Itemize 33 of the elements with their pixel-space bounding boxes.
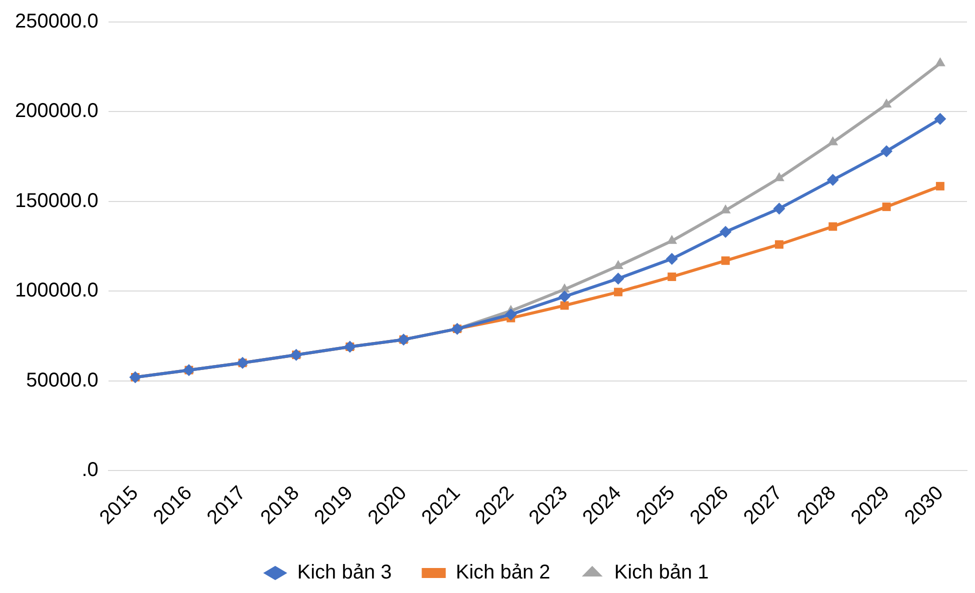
point: [558, 290, 571, 303]
point: [614, 288, 622, 296]
point: [721, 256, 730, 265]
point: [666, 252, 678, 265]
point: [774, 172, 784, 182]
point: [828, 222, 838, 231]
y-tick-label: 200000.0: [14, 100, 98, 122]
point: [666, 234, 678, 244]
point: [668, 272, 676, 282]
point: [828, 136, 838, 146]
point: [936, 182, 944, 190]
y-tick-label: 150000.0: [14, 190, 98, 212]
point: [934, 112, 946, 125]
legend-label: Kich bản 3: [297, 562, 392, 584]
point: [880, 145, 893, 158]
point: [826, 174, 839, 186]
legend-label: Kich bản 2: [456, 562, 550, 584]
y-tick-label: 100000.0: [14, 280, 98, 302]
point: [504, 308, 517, 320]
legend-label: Kich bản 1: [614, 562, 709, 584]
y-tick-label: 250000.0: [14, 10, 98, 33]
point: [881, 98, 892, 108]
point: [882, 202, 891, 212]
y-tick-label: .0: [82, 459, 98, 482]
point: [720, 204, 731, 214]
point: [934, 57, 946, 66]
point: [774, 240, 784, 249]
point: [773, 202, 786, 215]
point: [560, 301, 569, 310]
y-tick-label: 50000.0: [26, 369, 98, 392]
point: [612, 272, 624, 285]
point: [613, 260, 624, 270]
point: [720, 226, 732, 238]
